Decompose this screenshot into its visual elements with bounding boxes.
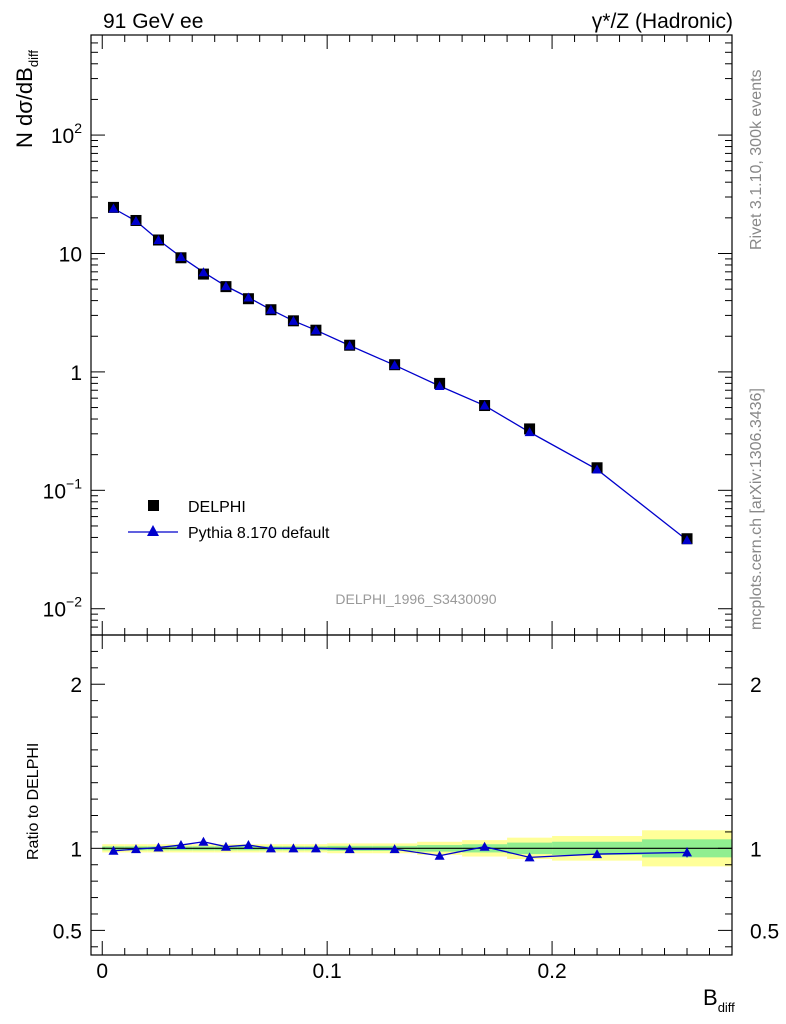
ratio-pythia-point <box>175 840 186 850</box>
header-left-label: 91 GeV ee <box>103 10 203 33</box>
main-y-tick-label: 10 <box>59 243 82 266</box>
ratio-pythia-point <box>682 847 693 857</box>
xlabel-subscript: diff <box>718 1000 735 1015</box>
main-y-tick-label: 10−1 <box>43 475 83 503</box>
main-y-tick-labels: 10−2 10−1 1 10 102 <box>43 120 83 622</box>
pythia-point <box>220 281 231 291</box>
main-y-axis-title: N dσ/dBdiff <box>12 50 41 148</box>
svg-text:Bdiff: Bdiff <box>703 985 735 1015</box>
legend-entry-delphi: DELPHI <box>188 499 246 516</box>
ratio-pythia-point <box>288 843 299 853</box>
pythia-point <box>265 304 276 314</box>
ratio-pythia-point <box>524 852 535 862</box>
ratio-y-tick-label-right: 1 <box>750 838 762 861</box>
ratio-pythia-point <box>310 843 321 853</box>
ratio-plot-frame <box>90 634 733 956</box>
ratio-pythia-point <box>243 840 254 850</box>
x-tick-label: 0.1 <box>313 960 342 983</box>
x-tick-label: 0.2 <box>537 960 566 983</box>
x-axis-title: Bdiff <box>703 985 735 1015</box>
ratio-panel: 0.5 0.5 1 1 2 2 0 0.1 0.2 Ratio to DELPHI Bdiff <box>25 634 779 1015</box>
ratio-x-tick-labels: 0 0.1 0.2 <box>96 960 566 983</box>
pythia-point <box>288 315 299 325</box>
ratio-pythia-point <box>108 845 119 855</box>
x-tick-label: 0 <box>96 960 108 983</box>
ratio-y-tick-label-left: 2 <box>70 674 82 697</box>
legend-entry-pythia: Pythia 8.170 default <box>188 525 330 542</box>
pythia-point <box>592 464 603 474</box>
main-axis-ticks <box>91 34 732 636</box>
ratio-pythia-point <box>434 850 445 860</box>
ratio-y-tick-label-right: 0.5 <box>750 920 779 943</box>
pythia-point <box>434 381 445 391</box>
legend-marker-delphi <box>148 500 159 511</box>
legend-marker-pythia <box>147 525 159 536</box>
ratio-pythia-point <box>344 844 355 854</box>
mcplots-label: mcplots.cern.ch [arXiv:1306.3436] <box>748 388 765 630</box>
ratio-y-tick-label-left: 0.5 <box>53 920 82 943</box>
ratio-axis-ticks <box>91 635 732 955</box>
pythia-point <box>310 325 321 335</box>
pythia-point <box>389 360 400 370</box>
pythia-point <box>479 400 490 410</box>
watermark-label: DELPHI_1996_S3430090 <box>335 591 496 607</box>
ratio-pythia-point <box>265 843 276 853</box>
ratio-uncertainty-bands <box>102 830 732 867</box>
ratio-plot-marks <box>108 836 693 862</box>
pythia-point <box>153 234 164 244</box>
pythia-point <box>198 267 209 277</box>
main-y-tick-label: 10−2 <box>43 594 83 622</box>
ratio-pythia-point <box>479 841 490 851</box>
legend: DELPHI Pythia 8.170 default <box>128 499 330 542</box>
header-right-label: γ*/Z (Hadronic) <box>592 10 733 33</box>
main-ylabel-subscript: diff <box>26 50 41 67</box>
main-ylabel-text: N dσ/dB <box>12 67 37 148</box>
ratio-y-tick-label-right: 2 <box>750 674 762 697</box>
rivet-version-label: Rivet 3.1.10, 300k events <box>748 69 765 250</box>
pythia-point <box>682 535 693 545</box>
pythia-point <box>524 427 535 437</box>
xlabel-text: B <box>703 985 718 1010</box>
ratio-pythia-point <box>153 842 164 852</box>
main-y-tick-label: 1 <box>70 362 82 385</box>
pythia-point <box>108 203 119 213</box>
ratio-pythia-point <box>592 849 603 859</box>
ratio-y-axis-title: Ratio to DELPHI <box>25 743 42 860</box>
main-y-tick-label: 102 <box>51 120 82 148</box>
main-plot-frame <box>90 34 733 636</box>
pythia-line <box>113 207 688 541</box>
ratio-pythia-point <box>198 836 209 846</box>
ratio-y-tick-labels: 0.5 0.5 1 1 2 2 <box>53 674 779 943</box>
pythia-point <box>175 251 186 261</box>
ratio-pythia-point <box>220 841 231 851</box>
ratio-pythia-point <box>389 844 400 854</box>
pythia-point <box>130 216 141 226</box>
main-panel: 10−2 10−1 1 10 102 DELPHI_1996_S3430090 DELP… <box>12 34 733 636</box>
svg-text:N dσ/dBdiff: N dσ/dBdiff <box>12 50 41 148</box>
ratio-pythia-point <box>130 844 141 854</box>
ratio-y-tick-label-left: 1 <box>70 838 82 861</box>
pythia-point <box>243 292 254 302</box>
pythia-point <box>344 340 355 350</box>
main-plot-marks <box>107 201 693 545</box>
